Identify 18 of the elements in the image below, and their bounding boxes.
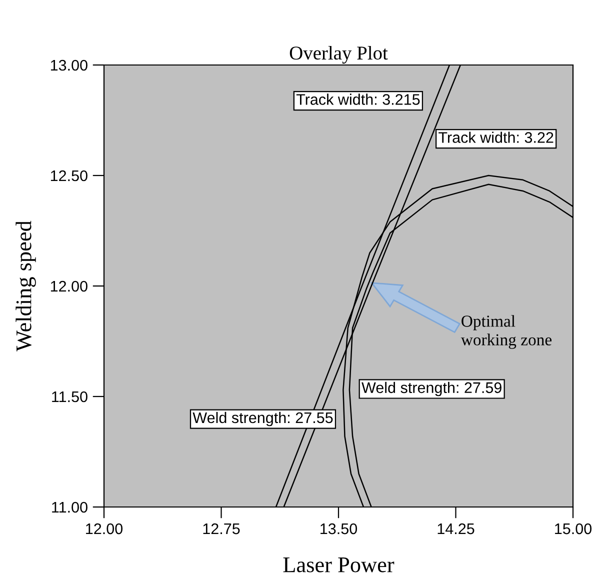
y-axis-title: Welding speed	[16, 220, 36, 352]
y-tick-label: 11.00	[52, 502, 88, 513]
x-axis-title: Laser Power	[283, 558, 394, 572]
annotation: Track width: 3.22	[438, 132, 554, 143]
y-tick-label: 12.50	[50, 170, 88, 182]
chart-title: Overlay Plot	[290, 46, 388, 64]
annotation: Track width: 3.215	[296, 94, 420, 105]
x-tick-label: 12.75	[203, 523, 240, 534]
x-tick-label: 12.00	[86, 523, 123, 534]
y-tick-label: 13.00	[50, 60, 88, 71]
x-tick-label: 14.25	[438, 523, 474, 534]
annotation: Weld strength: 27.55	[192, 412, 333, 426]
annotation: Weld strength: 27.59	[362, 382, 502, 396]
x-tick-label: 13.50	[320, 523, 358, 534]
y-tick-label: 11.50	[52, 391, 88, 402]
annotation: Optimal working zone	[460, 315, 552, 349]
x-tick-label: 15.00	[555, 523, 592, 534]
y-tick-label: 12.00	[50, 280, 88, 292]
